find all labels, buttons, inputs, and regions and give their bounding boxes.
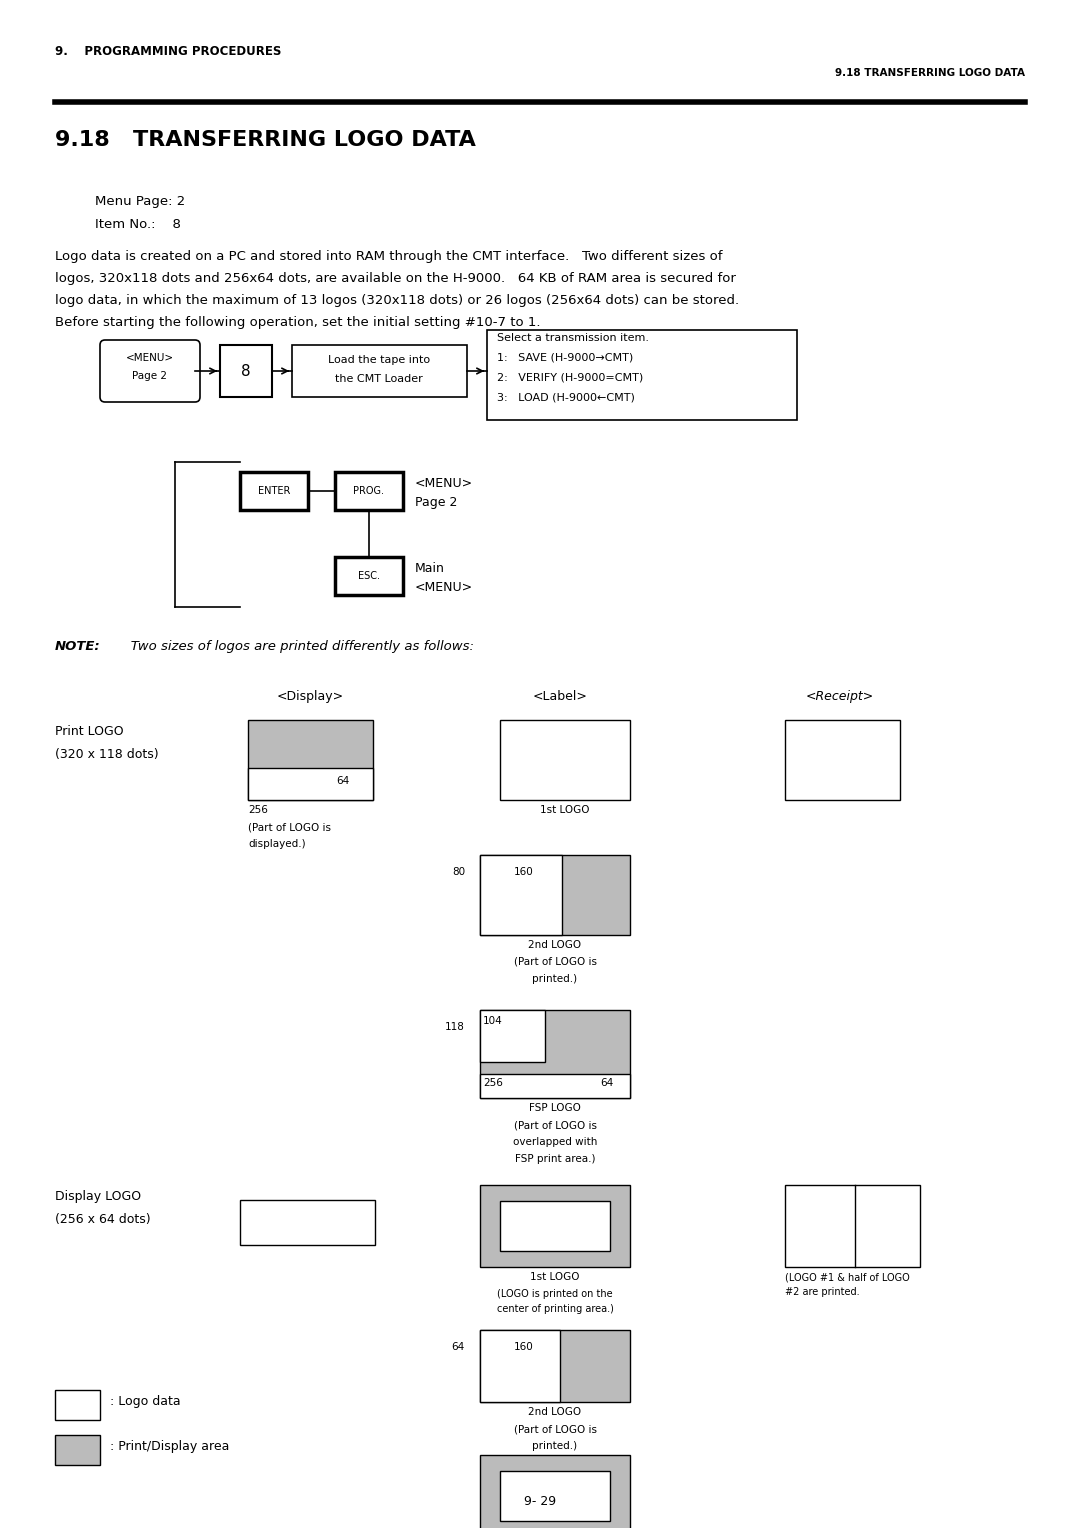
Bar bbox=[785, 720, 900, 801]
Text: (Part of LOGO is: (Part of LOGO is bbox=[513, 1120, 596, 1131]
Text: 3:   LOAD (H-9000←CMT): 3: LOAD (H-9000←CMT) bbox=[497, 393, 635, 403]
Text: NOTE:: NOTE: bbox=[55, 640, 100, 652]
Text: 9.18 TRANSFERRING LOGO DATA: 9.18 TRANSFERRING LOGO DATA bbox=[835, 69, 1025, 78]
Text: #2 are printed.: #2 are printed. bbox=[785, 1287, 860, 1297]
Text: 9.18   TRANSFERRING LOGO DATA: 9.18 TRANSFERRING LOGO DATA bbox=[55, 130, 476, 150]
Text: Select a transmission item.: Select a transmission item. bbox=[497, 333, 649, 342]
Text: logo data, in which the maximum of 13 logos (320x118 dots) or 26 logos (256x64 d: logo data, in which the maximum of 13 lo… bbox=[55, 293, 739, 307]
Text: 64: 64 bbox=[336, 776, 350, 785]
Bar bbox=[220, 345, 272, 397]
Text: printed.): printed.) bbox=[532, 1441, 578, 1452]
Text: <Display>: <Display> bbox=[276, 691, 343, 703]
Text: <Label>: <Label> bbox=[532, 691, 588, 703]
Text: (LOGO #1 & half of LOGO: (LOGO #1 & half of LOGO bbox=[785, 1271, 909, 1282]
Text: 1st LOGO: 1st LOGO bbox=[530, 1271, 580, 1282]
Text: overlapped with: overlapped with bbox=[513, 1137, 597, 1148]
Text: logos, 320x118 dots and 256x64 dots, are available on the H-9000.   64 KB of RAM: logos, 320x118 dots and 256x64 dots, are… bbox=[55, 272, 735, 286]
Text: : Logo data: : Logo data bbox=[110, 1395, 180, 1407]
Bar bbox=[480, 1010, 630, 1099]
Text: Main: Main bbox=[415, 562, 445, 575]
Text: 2nd LOGO: 2nd LOGO bbox=[528, 1407, 581, 1416]
Bar bbox=[785, 1186, 920, 1267]
Text: <Receipt>: <Receipt> bbox=[806, 691, 874, 703]
Text: 160: 160 bbox=[514, 1342, 534, 1352]
Bar bbox=[335, 472, 403, 510]
Text: PROG.: PROG. bbox=[353, 486, 384, 497]
Text: <MENU>: <MENU> bbox=[415, 581, 473, 594]
Text: (256 x 64 dots): (256 x 64 dots) bbox=[55, 1213, 150, 1225]
Text: FSP print area.): FSP print area.) bbox=[515, 1154, 595, 1164]
FancyBboxPatch shape bbox=[100, 341, 200, 402]
Text: 1st LOGO: 1st LOGO bbox=[540, 805, 590, 814]
Bar bbox=[240, 1199, 375, 1245]
Bar bbox=[55, 1435, 100, 1465]
Text: Menu Page: 2: Menu Page: 2 bbox=[95, 196, 186, 208]
Text: center of printing area.): center of printing area.) bbox=[497, 1303, 613, 1314]
Text: Display LOGO: Display LOGO bbox=[55, 1190, 141, 1203]
Text: (Part of LOGO is: (Part of LOGO is bbox=[513, 1424, 596, 1433]
Text: 64: 64 bbox=[600, 1077, 613, 1088]
Text: Before starting the following operation, set the initial setting #10-7 to 1.: Before starting the following operation,… bbox=[55, 316, 540, 329]
Text: Load the tape into: Load the tape into bbox=[328, 354, 430, 365]
Bar bbox=[480, 856, 562, 935]
Bar bbox=[248, 720, 373, 801]
Text: ENTER: ENTER bbox=[258, 486, 291, 497]
Text: Page 2: Page 2 bbox=[133, 371, 167, 380]
Text: Logo data is created on a PC and stored into RAM through the CMT interface.   Tw: Logo data is created on a PC and stored … bbox=[55, 251, 723, 263]
Bar bbox=[248, 769, 373, 801]
Bar bbox=[480, 1455, 630, 1528]
Text: 118: 118 bbox=[445, 1022, 465, 1031]
Bar bbox=[55, 1390, 100, 1420]
Text: FSP LOGO: FSP LOGO bbox=[529, 1103, 581, 1112]
Text: 9- 29: 9- 29 bbox=[524, 1494, 556, 1508]
Text: <MENU>: <MENU> bbox=[126, 353, 174, 364]
Text: ESC.: ESC. bbox=[357, 571, 380, 581]
Text: printed.): printed.) bbox=[532, 973, 578, 984]
Bar bbox=[480, 1010, 545, 1062]
Bar bbox=[480, 1329, 561, 1403]
Bar bbox=[500, 1201, 610, 1251]
Text: the CMT Loader: the CMT Loader bbox=[335, 374, 423, 384]
Text: displayed.): displayed.) bbox=[248, 839, 306, 850]
Text: 2:   VERIFY (H-9000=CMT): 2: VERIFY (H-9000=CMT) bbox=[497, 373, 644, 384]
Text: Item No.:    8: Item No.: 8 bbox=[95, 219, 180, 231]
Bar bbox=[487, 330, 797, 420]
Text: 8: 8 bbox=[241, 364, 251, 379]
Text: Page 2: Page 2 bbox=[415, 497, 457, 509]
Text: 256: 256 bbox=[483, 1077, 503, 1088]
Text: Two sizes of logos are printed differently as follows:: Two sizes of logos are printed different… bbox=[118, 640, 474, 652]
Bar bbox=[292, 345, 467, 397]
Text: 1:   SAVE (H-9000→CMT): 1: SAVE (H-9000→CMT) bbox=[497, 353, 633, 364]
Text: (320 x 118 dots): (320 x 118 dots) bbox=[55, 749, 159, 761]
Text: (Part of LOGO is: (Part of LOGO is bbox=[513, 957, 596, 967]
Text: (LOGO is printed on the: (LOGO is printed on the bbox=[497, 1290, 612, 1299]
Text: 64: 64 bbox=[451, 1342, 465, 1352]
Text: 160: 160 bbox=[514, 866, 534, 877]
Text: 9.    PROGRAMMING PROCEDURES: 9. PROGRAMMING PROCEDURES bbox=[55, 44, 282, 58]
Bar bbox=[240, 472, 308, 510]
Bar bbox=[480, 1329, 630, 1403]
Bar bbox=[500, 720, 630, 801]
Text: <MENU>: <MENU> bbox=[415, 477, 473, 490]
Bar bbox=[480, 1186, 630, 1267]
Bar bbox=[500, 1471, 610, 1520]
Bar bbox=[480, 856, 630, 935]
Text: 2nd LOGO: 2nd LOGO bbox=[528, 940, 581, 950]
Bar bbox=[480, 1074, 630, 1099]
Bar bbox=[335, 558, 403, 594]
Text: 104: 104 bbox=[483, 1016, 503, 1025]
Text: : Print/Display area: : Print/Display area bbox=[110, 1439, 229, 1453]
Text: 80: 80 bbox=[451, 866, 465, 877]
Text: (Part of LOGO is: (Part of LOGO is bbox=[248, 822, 330, 833]
Text: 256: 256 bbox=[248, 805, 268, 814]
Text: Print LOGO: Print LOGO bbox=[55, 724, 123, 738]
